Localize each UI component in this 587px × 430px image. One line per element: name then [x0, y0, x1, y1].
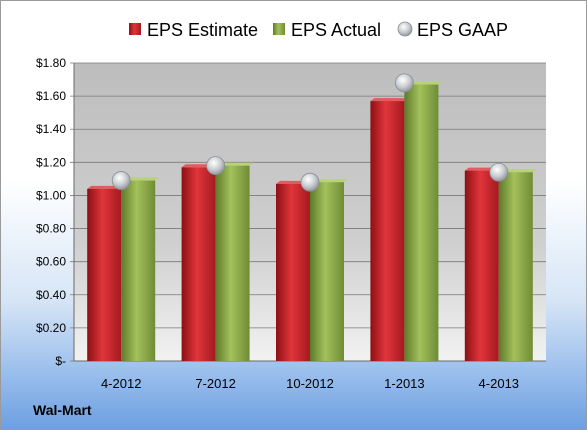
x-tick-label: 4-2013 — [479, 376, 519, 391]
y-tick-label: $0.20 — [36, 321, 66, 335]
bar-eps-actual — [121, 180, 156, 361]
x-tick-label: 4-2012 — [101, 376, 141, 391]
y-tick-label: $0.60 — [36, 255, 66, 269]
bar-eps-estimate — [370, 101, 405, 362]
bar-eps-actual — [215, 165, 250, 361]
bar-cap — [310, 179, 348, 183]
bar-eps-estimate — [87, 188, 122, 361]
y-tick-label: $1.00 — [36, 188, 66, 202]
bar-eps-actual — [310, 182, 344, 361]
y-tick-label: $1.80 — [36, 56, 66, 70]
y-tick-label: $- — [55, 354, 66, 368]
company-name: Wal-Mart — [33, 402, 92, 418]
legend-label: EPS Estimate — [147, 20, 258, 40]
bar-eps-actual — [498, 172, 533, 361]
x-tick-label: 10-2012 — [286, 376, 334, 391]
bar-cap — [498, 169, 537, 173]
bar-cap — [404, 81, 443, 85]
legend-label: EPS Actual — [291, 20, 381, 40]
legend: EPS Estimate EPS Actual EPS GAAP — [129, 20, 508, 40]
marker-eps-gaap — [300, 172, 320, 192]
bar-cap — [370, 98, 409, 102]
marker-eps-gaap — [489, 162, 509, 182]
legend-swatch — [273, 23, 285, 35]
legend-swatch — [129, 23, 141, 35]
bar-eps-estimate — [181, 167, 216, 361]
y-tick-label: $0.40 — [36, 288, 66, 302]
x-tick-label: 1-2013 — [384, 376, 424, 391]
bar-eps-estimate — [464, 170, 499, 361]
marker-eps-gaap — [394, 73, 414, 93]
plot-area: $- $0.20 $0.40 $0.60 $0.80 $1.00 $1.20 $1.40 $1.… — [36, 56, 546, 391]
legend-swatch — [397, 21, 413, 37]
y-tick-label: $0.80 — [36, 222, 66, 236]
bar-eps-estimate — [276, 183, 310, 361]
y-tick-label: $1.40 — [36, 122, 66, 136]
bar-cap — [215, 162, 254, 166]
bar-cap — [121, 177, 160, 181]
marker-eps-gaap — [206, 156, 226, 176]
marker-eps-gaap — [111, 171, 131, 190]
legend-label: EPS GAAP — [417, 20, 508, 40]
bar-eps-actual — [404, 84, 439, 362]
y-tick-label: $1.60 — [36, 89, 66, 103]
x-tick-label: 7-2012 — [195, 376, 235, 391]
y-tick-label: $1.20 — [36, 155, 66, 169]
